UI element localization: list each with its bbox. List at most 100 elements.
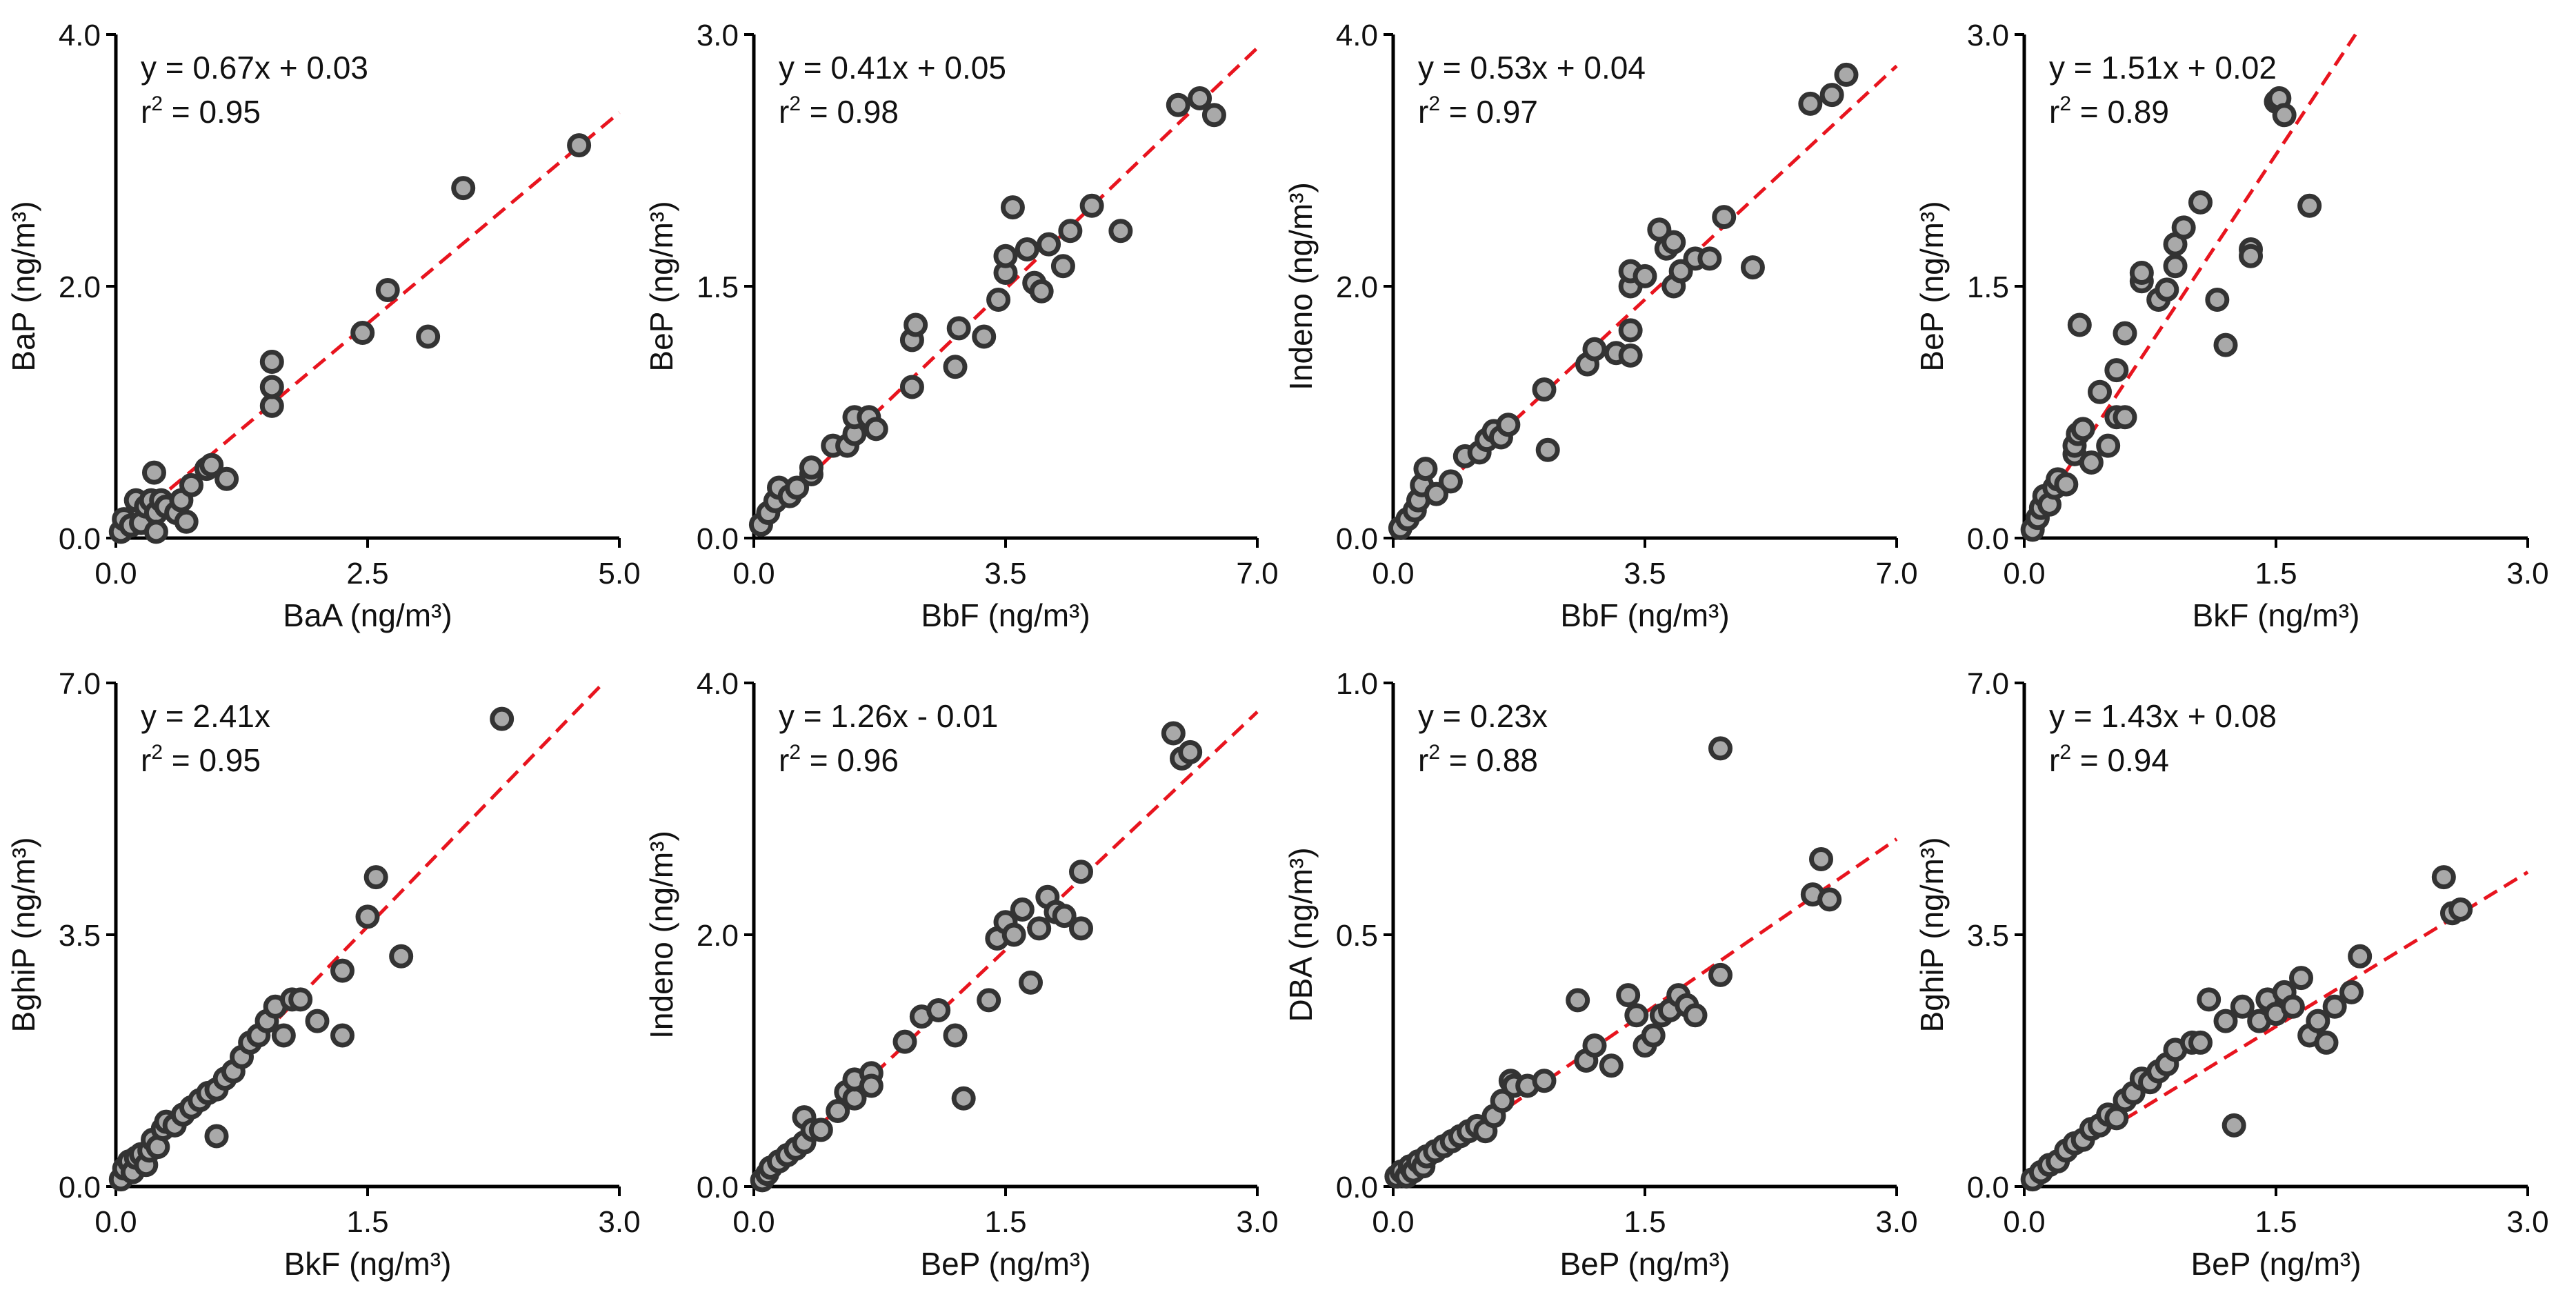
data-point	[2070, 417, 2095, 441]
y-tick-label: 3.0	[1967, 19, 2009, 52]
data-point	[2129, 261, 2154, 286]
data-point	[1798, 91, 1823, 116]
y-tick-label: 2.0	[697, 919, 739, 953]
r-squared-value: = 0.97	[1440, 94, 1538, 130]
data-point	[1668, 259, 1693, 284]
y-tick-label: 2.0	[1336, 270, 1378, 304]
data-point	[2239, 244, 2263, 268]
data-point	[416, 324, 441, 349]
data-point	[785, 475, 810, 500]
x-tick-label: 1.5	[2255, 1205, 2297, 1239]
data-point	[863, 417, 888, 441]
y-axis-label: Indeno (ng/m³)	[643, 831, 679, 1039]
y-axis-label: BghiP (ng/m³)	[6, 837, 41, 1033]
y-tick-label: 0.0	[697, 1171, 739, 1204]
data-point	[2067, 312, 2092, 337]
y-tick-label: 1.5	[1967, 270, 2009, 304]
r-squared-superscript: 2	[789, 92, 801, 115]
x-axis-label: BbF (ng/m³)	[1560, 597, 1729, 633]
data-point	[1424, 482, 1449, 506]
r-squared-value: = 0.95	[163, 742, 261, 778]
r-squared-value: = 0.95	[163, 94, 261, 130]
data-point	[2431, 865, 2456, 890]
data-point	[859, 1073, 883, 1098]
r-squared-value: = 0.88	[1440, 742, 1538, 778]
data-point	[1819, 83, 1844, 108]
data-point	[204, 1124, 229, 1149]
data-point	[1019, 970, 1043, 995]
data-point	[1069, 860, 1093, 884]
r-squared-superscript: 2	[151, 741, 163, 764]
data-point	[2113, 321, 2137, 346]
y-axis-label: BeP (ng/m³)	[1914, 201, 1950, 371]
data-point	[1708, 736, 1733, 761]
y-tick-label: 4.0	[697, 667, 739, 701]
r-squared-value: = 0.96	[801, 742, 899, 778]
data-point	[375, 277, 400, 302]
y-tick-label: 0.0	[59, 1171, 101, 1204]
r-squared-symbol: r	[141, 94, 151, 130]
r-squared: r2 = 0.97	[1418, 92, 1538, 130]
data-point	[1413, 457, 1438, 482]
data-point	[1490, 1089, 1515, 1113]
r-squared-superscript: 2	[1428, 92, 1440, 115]
data-point	[993, 244, 1018, 268]
panel-7: 0.0 1.5 3.0 0.0 0.5 1.0 BeP (ng/m³) DBA (ng/m³)…	[1283, 667, 1918, 1282]
fit-equation: y = 0.23x	[1418, 698, 1548, 734]
data-point	[451, 176, 476, 201]
data-point	[199, 453, 224, 477]
data-point	[2448, 897, 2473, 922]
fit-equation: y = 2.41x	[141, 698, 270, 734]
r-squared-value: = 0.89	[2071, 94, 2169, 130]
data-point	[2188, 190, 2213, 215]
data-point	[355, 904, 380, 929]
x-tick-label: 3.0	[1236, 1205, 1278, 1239]
x-tick-label: 0.0	[1372, 1205, 1414, 1239]
data-point	[2339, 980, 2364, 1004]
x-axis-label: BkF (ng/m³)	[284, 1246, 452, 1282]
y-tick-label: 7.0	[59, 667, 101, 701]
data-point	[330, 1023, 355, 1048]
data-point	[1566, 988, 1590, 1013]
panel-8: 0.0 1.5 3.0 0.0 3.5 7.0 BeP (ng/m³) BghiP (ng/m…	[1914, 667, 2549, 1282]
r-squared-symbol: r	[779, 742, 789, 778]
data-point	[1052, 904, 1077, 929]
data-point	[288, 987, 313, 1012]
y-tick-label: 4.0	[1336, 19, 1378, 52]
data-point	[490, 706, 515, 731]
data-point	[826, 1099, 850, 1123]
r-squared-symbol: r	[1418, 742, 1428, 778]
data-point	[1661, 230, 1686, 255]
x-axis-label: BkF (ng/m³)	[2193, 597, 2360, 633]
x-tick-label: 0.0	[732, 557, 775, 591]
data-point	[1532, 377, 1557, 402]
data-point	[2289, 966, 2313, 991]
data-point	[903, 312, 928, 337]
data-point	[1616, 983, 1641, 1008]
x-tick-label: 0.0	[94, 1205, 137, 1239]
data-point	[972, 324, 997, 349]
data-point	[1079, 193, 1104, 218]
x-tick-label: 3.0	[2506, 557, 2548, 591]
data-point	[2104, 358, 2129, 383]
r-squared: r2 = 0.95	[141, 741, 261, 778]
data-point	[2297, 193, 2322, 218]
r-squared: r2 = 0.89	[2049, 92, 2169, 130]
panel-4: 0.0 1.5 3.0 0.0 1.5 3.0 BkF (ng/m³) BeP (ng/m³)…	[1914, 19, 2549, 633]
r-squared-superscript: 2	[1428, 741, 1440, 764]
y-tick-label: 0.0	[1336, 1171, 1378, 1204]
x-tick-label: 5.0	[598, 557, 640, 591]
data-point	[1817, 887, 1842, 912]
data-point	[2163, 254, 2188, 279]
data-point	[1641, 1023, 1666, 1048]
r-squared-superscript: 2	[789, 741, 801, 764]
data-point	[1624, 1003, 1649, 1028]
fit-equation: y = 0.53x + 0.04	[1418, 50, 1646, 86]
data-point	[2079, 450, 2104, 475]
data-point	[271, 1023, 296, 1048]
data-point	[141, 460, 166, 485]
data-point	[1188, 86, 1212, 110]
y-tick-label: 3.5	[1967, 919, 2009, 953]
data-point	[1058, 219, 1083, 244]
